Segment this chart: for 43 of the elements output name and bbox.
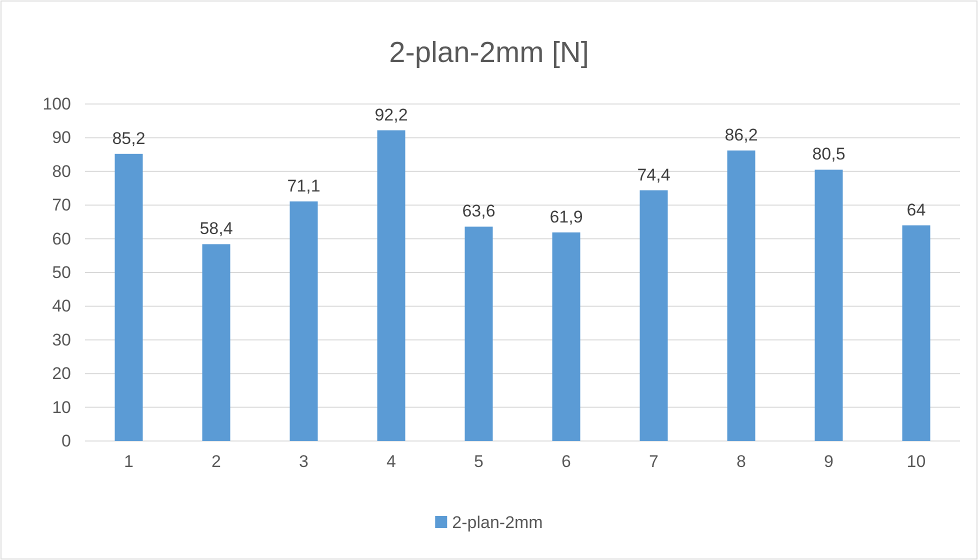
y-tick-label: 100 bbox=[42, 94, 71, 114]
y-tick-label: 0 bbox=[62, 431, 71, 450]
x-tick-label: 6 bbox=[562, 452, 571, 472]
x-tick-label: 5 bbox=[474, 452, 484, 472]
data-label: 64 bbox=[906, 200, 926, 220]
x-tick-label: 9 bbox=[824, 452, 834, 472]
data-label: 63,6 bbox=[462, 202, 496, 221]
y-tick-label: 50 bbox=[52, 262, 71, 282]
data-label: 85,2 bbox=[112, 128, 146, 148]
bar bbox=[377, 130, 406, 441]
data-label: 80,5 bbox=[812, 144, 846, 164]
bar bbox=[114, 154, 143, 441]
bar bbox=[902, 225, 930, 441]
x-tick-label: 1 bbox=[124, 452, 134, 472]
y-tick-label: 10 bbox=[52, 398, 71, 417]
y-tick-label: 60 bbox=[52, 229, 71, 248]
data-label: 71,1 bbox=[287, 176, 320, 196]
chart-title: 2-plan-2mm [N] bbox=[389, 37, 589, 69]
bar bbox=[202, 244, 230, 441]
data-label: 74,4 bbox=[637, 165, 670, 184]
y-tick-label: 20 bbox=[52, 364, 71, 384]
bar bbox=[552, 232, 580, 441]
bar bbox=[814, 170, 843, 441]
x-tick-label: 8 bbox=[736, 452, 746, 472]
y-tick-label: 40 bbox=[52, 296, 71, 316]
y-tick-label: 90 bbox=[52, 128, 71, 148]
bar bbox=[464, 226, 493, 441]
y-tick-label: 30 bbox=[52, 330, 71, 350]
bar bbox=[290, 201, 318, 441]
legend-label: 2-plan-2mm bbox=[452, 512, 543, 532]
x-tick-label: 4 bbox=[386, 452, 396, 472]
data-label: 58,4 bbox=[200, 219, 233, 238]
x-tick-label: 2 bbox=[212, 452, 221, 472]
data-label: 92,2 bbox=[374, 105, 408, 124]
bar bbox=[640, 190, 668, 441]
x-tick-label: 10 bbox=[906, 452, 926, 472]
bar bbox=[727, 150, 756, 441]
y-tick-label: 70 bbox=[52, 196, 71, 215]
data-label: 86,2 bbox=[724, 126, 758, 145]
data-label: 61,9 bbox=[550, 207, 583, 226]
x-tick-label: 7 bbox=[649, 452, 658, 472]
x-tick-label: 3 bbox=[299, 452, 308, 472]
y-tick-label: 80 bbox=[52, 162, 71, 181]
